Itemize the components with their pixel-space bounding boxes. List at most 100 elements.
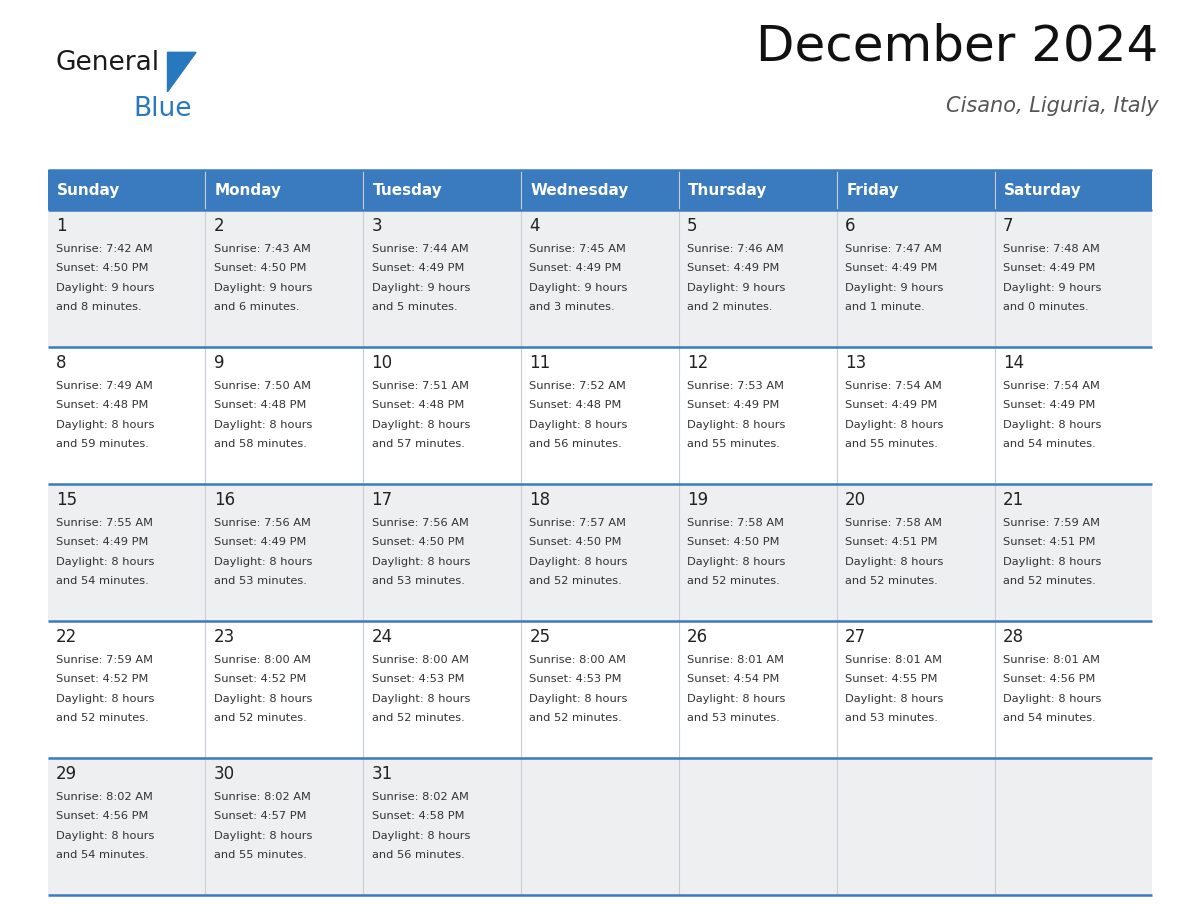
Text: and 52 minutes.: and 52 minutes.: [687, 576, 781, 586]
Text: Sunrise: 7:54 AM: Sunrise: 7:54 AM: [1003, 381, 1100, 391]
Text: and 56 minutes.: and 56 minutes.: [372, 850, 465, 860]
Text: 14: 14: [1003, 353, 1024, 372]
Text: 21: 21: [1003, 490, 1024, 509]
Text: Sunset: 4:56 PM: Sunset: 4:56 PM: [56, 812, 148, 822]
Text: Sunset: 4:48 PM: Sunset: 4:48 PM: [214, 400, 307, 410]
Text: Sunset: 4:49 PM: Sunset: 4:49 PM: [56, 537, 148, 547]
Text: Daylight: 8 hours: Daylight: 8 hours: [372, 694, 470, 703]
Text: Sunset: 4:56 PM: Sunset: 4:56 PM: [1003, 675, 1095, 684]
Text: Sunset: 4:48 PM: Sunset: 4:48 PM: [56, 400, 148, 410]
Text: 11: 11: [530, 353, 550, 372]
Text: Sunset: 4:49 PM: Sunset: 4:49 PM: [372, 263, 463, 274]
Text: Sunrise: 7:45 AM: Sunrise: 7:45 AM: [530, 244, 626, 254]
Text: Sunrise: 8:01 AM: Sunrise: 8:01 AM: [1003, 655, 1100, 665]
Text: Sunset: 4:49 PM: Sunset: 4:49 PM: [687, 263, 779, 274]
Text: and 53 minutes.: and 53 minutes.: [687, 713, 781, 722]
Text: Sunset: 4:53 PM: Sunset: 4:53 PM: [372, 675, 465, 684]
Text: 15: 15: [56, 490, 77, 509]
Text: Sunset: 4:55 PM: Sunset: 4:55 PM: [845, 675, 937, 684]
Text: Sunset: 4:50 PM: Sunset: 4:50 PM: [687, 537, 779, 547]
Text: Sunrise: 7:54 AM: Sunrise: 7:54 AM: [845, 381, 942, 391]
Text: 24: 24: [372, 628, 392, 645]
Text: Sunset: 4:50 PM: Sunset: 4:50 PM: [214, 263, 307, 274]
Text: 30: 30: [214, 765, 235, 782]
Text: Sunset: 4:49 PM: Sunset: 4:49 PM: [214, 537, 307, 547]
Text: Sunset: 4:53 PM: Sunset: 4:53 PM: [530, 675, 621, 684]
Text: Sunset: 4:49 PM: Sunset: 4:49 PM: [687, 400, 779, 410]
Text: Daylight: 8 hours: Daylight: 8 hours: [56, 831, 154, 841]
Text: 23: 23: [214, 628, 235, 645]
Text: Daylight: 9 hours: Daylight: 9 hours: [56, 283, 154, 293]
Text: Daylight: 8 hours: Daylight: 8 hours: [1003, 694, 1101, 703]
Text: Sunset: 4:58 PM: Sunset: 4:58 PM: [372, 812, 465, 822]
Text: Sunrise: 7:46 AM: Sunrise: 7:46 AM: [687, 244, 784, 254]
Text: Daylight: 8 hours: Daylight: 8 hours: [845, 420, 943, 430]
Bar: [48, 210, 1152, 347]
Text: and 55 minutes.: and 55 minutes.: [845, 439, 937, 449]
Text: Sunrise: 7:59 AM: Sunrise: 7:59 AM: [56, 655, 153, 665]
Text: and 6 minutes.: and 6 minutes.: [214, 302, 299, 312]
Text: Sunrise: 7:48 AM: Sunrise: 7:48 AM: [1003, 244, 1100, 254]
Text: Monday: Monday: [215, 183, 282, 197]
Text: Sunset: 4:51 PM: Sunset: 4:51 PM: [845, 537, 937, 547]
Text: 16: 16: [214, 490, 235, 509]
Text: Daylight: 8 hours: Daylight: 8 hours: [1003, 556, 1101, 566]
Text: Sunrise: 7:43 AM: Sunrise: 7:43 AM: [214, 244, 310, 254]
Text: and 1 minute.: and 1 minute.: [845, 302, 924, 312]
Text: Sunrise: 8:02 AM: Sunrise: 8:02 AM: [372, 792, 468, 802]
Text: Daylight: 9 hours: Daylight: 9 hours: [530, 283, 627, 293]
Text: Daylight: 8 hours: Daylight: 8 hours: [372, 420, 470, 430]
Text: Daylight: 9 hours: Daylight: 9 hours: [1003, 283, 1101, 293]
Text: Sunday: Sunday: [57, 183, 120, 197]
Text: 19: 19: [687, 490, 708, 509]
Text: Sunset: 4:57 PM: Sunset: 4:57 PM: [214, 812, 307, 822]
Text: Sunrise: 8:01 AM: Sunrise: 8:01 AM: [845, 655, 942, 665]
Text: Sunrise: 7:52 AM: Sunrise: 7:52 AM: [530, 381, 626, 391]
Text: and 3 minutes.: and 3 minutes.: [530, 302, 615, 312]
Text: and 52 minutes.: and 52 minutes.: [530, 713, 623, 722]
Text: and 54 minutes.: and 54 minutes.: [1003, 713, 1095, 722]
Text: Sunset: 4:49 PM: Sunset: 4:49 PM: [530, 263, 621, 274]
Bar: [48, 170, 1152, 210]
Text: 27: 27: [845, 628, 866, 645]
Text: 2: 2: [214, 217, 225, 235]
Text: Sunset: 4:49 PM: Sunset: 4:49 PM: [1003, 263, 1095, 274]
Text: Sunset: 4:51 PM: Sunset: 4:51 PM: [1003, 537, 1095, 547]
Text: 25: 25: [530, 628, 550, 645]
Text: and 59 minutes.: and 59 minutes.: [56, 439, 148, 449]
Text: 6: 6: [845, 217, 855, 235]
Text: and 52 minutes.: and 52 minutes.: [530, 576, 623, 586]
Text: 12: 12: [687, 353, 708, 372]
Text: and 2 minutes.: and 2 minutes.: [687, 302, 772, 312]
Text: and 53 minutes.: and 53 minutes.: [372, 576, 465, 586]
Text: Daylight: 8 hours: Daylight: 8 hours: [687, 556, 785, 566]
Text: and 54 minutes.: and 54 minutes.: [56, 850, 148, 860]
Text: Sunrise: 7:56 AM: Sunrise: 7:56 AM: [214, 518, 310, 528]
Text: and 52 minutes.: and 52 minutes.: [845, 576, 937, 586]
Bar: [48, 621, 1152, 758]
Text: Daylight: 8 hours: Daylight: 8 hours: [530, 694, 627, 703]
Text: Tuesday: Tuesday: [373, 183, 442, 197]
Text: General: General: [56, 50, 160, 76]
Text: Sunrise: 8:02 AM: Sunrise: 8:02 AM: [214, 792, 310, 802]
Bar: [48, 347, 1152, 484]
Text: Sunrise: 7:57 AM: Sunrise: 7:57 AM: [530, 518, 626, 528]
Text: 3: 3: [372, 217, 383, 235]
Text: and 58 minutes.: and 58 minutes.: [214, 439, 307, 449]
Text: and 57 minutes.: and 57 minutes.: [372, 439, 465, 449]
Text: and 52 minutes.: and 52 minutes.: [372, 713, 465, 722]
Text: 28: 28: [1003, 628, 1024, 645]
Text: Daylight: 8 hours: Daylight: 8 hours: [56, 556, 154, 566]
Text: 26: 26: [687, 628, 708, 645]
Text: Sunrise: 7:42 AM: Sunrise: 7:42 AM: [56, 244, 152, 254]
Text: and 52 minutes.: and 52 minutes.: [56, 713, 148, 722]
Text: Sunrise: 7:51 AM: Sunrise: 7:51 AM: [372, 381, 468, 391]
Text: Sunset: 4:49 PM: Sunset: 4:49 PM: [845, 263, 937, 274]
Text: Saturday: Saturday: [1004, 183, 1082, 197]
Text: 10: 10: [372, 353, 392, 372]
Text: Sunrise: 7:44 AM: Sunrise: 7:44 AM: [372, 244, 468, 254]
Text: Daylight: 8 hours: Daylight: 8 hours: [56, 694, 154, 703]
Text: Daylight: 8 hours: Daylight: 8 hours: [530, 420, 627, 430]
Text: Daylight: 8 hours: Daylight: 8 hours: [372, 831, 470, 841]
Bar: [48, 758, 1152, 895]
